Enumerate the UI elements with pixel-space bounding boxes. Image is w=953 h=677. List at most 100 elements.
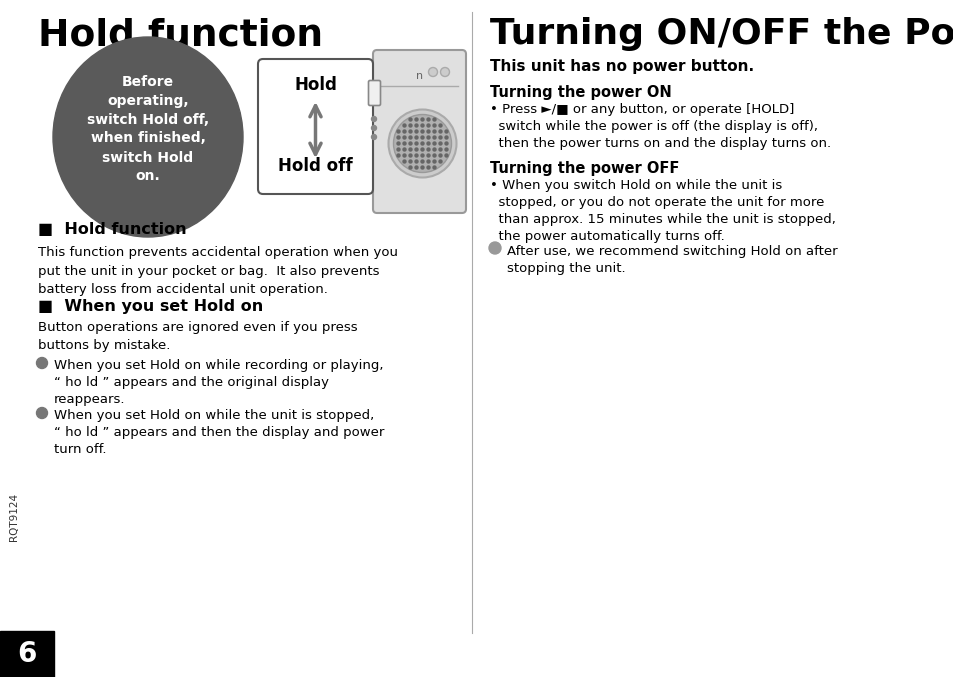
Circle shape <box>420 142 423 145</box>
Circle shape <box>402 154 406 157</box>
Text: n: n <box>416 71 422 81</box>
Circle shape <box>415 118 417 121</box>
Text: ■  When you set Hold on: ■ When you set Hold on <box>38 299 263 314</box>
Circle shape <box>427 142 430 145</box>
Text: This unit has no power button.: This unit has no power button. <box>490 59 753 74</box>
Circle shape <box>420 154 423 157</box>
Circle shape <box>438 130 441 133</box>
Circle shape <box>433 154 436 157</box>
Ellipse shape <box>53 37 243 237</box>
Circle shape <box>409 154 412 157</box>
Text: Hold function: Hold function <box>38 17 323 53</box>
Text: Button operations are ignored even if you press
buttons by mistake.: Button operations are ignored even if yo… <box>38 321 357 353</box>
Circle shape <box>396 136 399 139</box>
Circle shape <box>438 142 441 145</box>
Circle shape <box>409 124 412 127</box>
Text: Before: Before <box>122 74 173 89</box>
Text: on.: on. <box>135 169 160 183</box>
Circle shape <box>427 160 430 163</box>
Text: Hold off: Hold off <box>278 157 353 175</box>
Text: then the power turns on and the display turns on.: then the power turns on and the display … <box>490 137 830 150</box>
Bar <box>0 631 54 677</box>
Circle shape <box>402 130 406 133</box>
Circle shape <box>371 116 376 121</box>
FancyBboxPatch shape <box>257 59 373 194</box>
Circle shape <box>444 154 448 157</box>
Text: switch Hold: switch Hold <box>102 150 193 165</box>
Circle shape <box>396 148 399 151</box>
Text: stopped, or you do not operate the unit for more: stopped, or you do not operate the unit … <box>490 196 823 209</box>
Circle shape <box>409 136 412 139</box>
Circle shape <box>420 130 423 133</box>
Text: “ ho ld ” appears and the original display: “ ho ld ” appears and the original displ… <box>54 376 329 389</box>
Circle shape <box>371 135 376 139</box>
Circle shape <box>433 166 436 169</box>
Circle shape <box>440 68 449 77</box>
Circle shape <box>444 142 448 145</box>
FancyBboxPatch shape <box>368 81 380 106</box>
Circle shape <box>438 154 441 157</box>
Circle shape <box>402 124 406 127</box>
Circle shape <box>433 130 436 133</box>
Text: Hold: Hold <box>294 76 336 94</box>
Circle shape <box>415 166 417 169</box>
Circle shape <box>433 142 436 145</box>
Circle shape <box>444 130 448 133</box>
Text: Turning ON/OFF the Power: Turning ON/OFF the Power <box>490 17 953 51</box>
Text: “ ho ld ” appears and then the display and power: “ ho ld ” appears and then the display a… <box>54 426 384 439</box>
Text: the power automatically turns off.: the power automatically turns off. <box>490 230 724 243</box>
Circle shape <box>427 118 430 121</box>
Text: When you set Hold on while recording or playing,: When you set Hold on while recording or … <box>54 359 383 372</box>
Circle shape <box>420 166 423 169</box>
Text: stopping the unit.: stopping the unit. <box>506 262 625 275</box>
Circle shape <box>427 136 430 139</box>
Text: • When you switch Hold on while the unit is: • When you switch Hold on while the unit… <box>490 179 781 192</box>
Circle shape <box>388 110 456 177</box>
Circle shape <box>433 124 436 127</box>
Circle shape <box>409 160 412 163</box>
Circle shape <box>371 125 376 131</box>
Circle shape <box>427 124 430 127</box>
Text: 6: 6 <box>17 640 36 668</box>
Circle shape <box>415 154 417 157</box>
Text: switch while the power is off (the display is off),: switch while the power is off (the displ… <box>490 120 817 133</box>
Circle shape <box>438 148 441 151</box>
Circle shape <box>438 160 441 163</box>
Text: When you set Hold on while the unit is stopped,: When you set Hold on while the unit is s… <box>54 409 374 422</box>
Circle shape <box>438 124 441 127</box>
Circle shape <box>36 357 48 368</box>
Circle shape <box>415 142 417 145</box>
Circle shape <box>415 148 417 151</box>
Circle shape <box>409 148 412 151</box>
Circle shape <box>433 160 436 163</box>
Text: This function prevents accidental operation when you
put the unit in your pocket: This function prevents accidental operat… <box>38 246 397 296</box>
Circle shape <box>428 68 437 77</box>
Text: • Press ►/■ or any button, or operate [HOLD]: • Press ►/■ or any button, or operate [H… <box>490 103 794 116</box>
Circle shape <box>402 136 406 139</box>
Text: ■  Hold function: ■ Hold function <box>38 222 187 237</box>
Text: After use, we recommend switching Hold on after: After use, we recommend switching Hold o… <box>506 245 837 258</box>
Circle shape <box>489 242 500 254</box>
Circle shape <box>433 136 436 139</box>
Circle shape <box>433 148 436 151</box>
Text: RQT9124: RQT9124 <box>9 493 19 541</box>
Circle shape <box>420 160 423 163</box>
Text: operating,: operating, <box>107 93 189 108</box>
Circle shape <box>444 136 448 139</box>
Circle shape <box>36 408 48 418</box>
Circle shape <box>427 130 430 133</box>
Text: Turning the power ON: Turning the power ON <box>490 85 671 100</box>
Circle shape <box>402 160 406 163</box>
Circle shape <box>415 160 417 163</box>
Circle shape <box>393 114 451 173</box>
Circle shape <box>415 130 417 133</box>
Circle shape <box>396 154 399 157</box>
Circle shape <box>409 166 412 169</box>
Circle shape <box>402 142 406 145</box>
Circle shape <box>409 118 412 121</box>
Circle shape <box>402 148 406 151</box>
Circle shape <box>420 124 423 127</box>
Text: reappears.: reappears. <box>54 393 126 406</box>
Circle shape <box>444 148 448 151</box>
Circle shape <box>438 136 441 139</box>
